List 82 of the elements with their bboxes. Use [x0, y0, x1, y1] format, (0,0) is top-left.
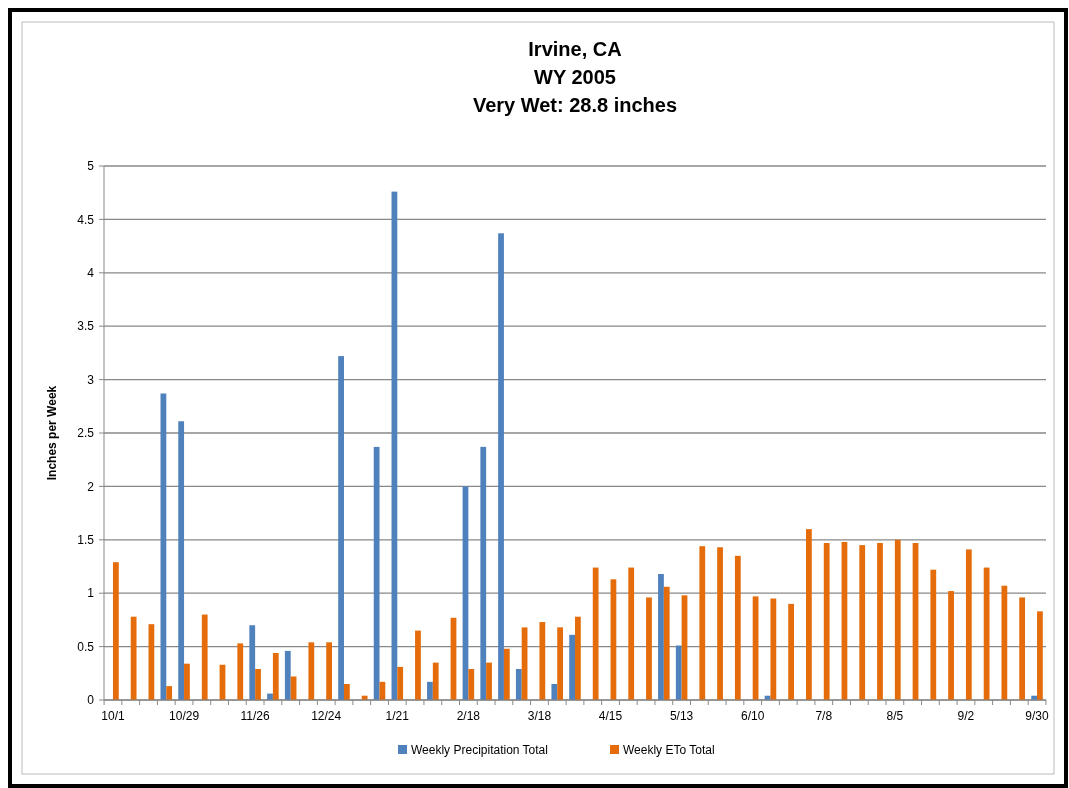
bar [569, 634, 575, 700]
x-tick-label: 5/13 [669, 709, 694, 723]
bar [770, 598, 777, 700]
bar [930, 569, 937, 700]
bar [717, 547, 723, 700]
bar [432, 662, 439, 700]
bar [284, 650, 291, 700]
bar [486, 662, 492, 700]
y-tick-label: 2.5 [77, 426, 95, 441]
x-tick-label: 9/2 [957, 709, 975, 723]
bar [823, 543, 830, 700]
bar [557, 627, 564, 700]
x-tick-label: 3/18 [527, 709, 552, 723]
bar [184, 663, 190, 700]
bar [592, 567, 599, 700]
bar [734, 555, 741, 700]
bar [859, 545, 866, 700]
y-tick-label: 1.5 [77, 533, 95, 547]
bar [788, 603, 795, 700]
y-tick-label: 0.5 [77, 639, 95, 654]
bar [1019, 597, 1026, 700]
bar [699, 546, 706, 700]
x-tick-label: 7/8 [815, 709, 833, 723]
bar [166, 686, 173, 700]
bar [498, 233, 504, 700]
x-tick-label: 10/29 [169, 709, 200, 723]
bar [201, 614, 208, 700]
y-tick-label: 4 [87, 266, 95, 280]
bar [806, 529, 812, 700]
bar [628, 567, 635, 700]
bar [646, 597, 652, 700]
bar [877, 543, 883, 700]
legend-label: Weekly ETo Total [623, 743, 715, 758]
y-tick-label: 3 [87, 372, 95, 387]
bar [237, 643, 244, 700]
y-tick-label: 4.5 [77, 212, 95, 227]
x-tick-label: 10/1 [101, 709, 125, 723]
bar [503, 648, 510, 700]
x-tick-label: 1/21 [385, 709, 410, 723]
x-tick-label: 11/26 [240, 709, 271, 723]
bar [551, 683, 558, 700]
y-tick-label: 1 [87, 586, 95, 601]
bar [373, 446, 380, 700]
y-axis-title: Inches per Week [45, 385, 59, 481]
bar [427, 681, 433, 700]
bar [675, 645, 682, 700]
chart-title: Irvine, CA WY 2005 Very Wet: 28.8 inches [472, 38, 678, 116]
bar [415, 630, 421, 700]
legend-label: Weekly Precipitation Total [411, 743, 548, 758]
x-tick-label: 6/10 [741, 709, 765, 723]
bar [894, 539, 901, 700]
bar [480, 446, 487, 700]
bar [255, 669, 261, 700]
bar [965, 549, 972, 700]
bar [515, 669, 522, 700]
bar [1001, 585, 1008, 700]
bar [343, 683, 350, 700]
y-tick-label: 0 [87, 693, 95, 708]
bar [397, 666, 404, 700]
y-tick-label: 5 [87, 159, 95, 174]
bar [338, 356, 344, 700]
bar [658, 573, 664, 700]
bar [948, 591, 954, 700]
x-tick-label: 12/24 [311, 709, 342, 723]
bar [575, 616, 581, 700]
y-tick-label: 2 [87, 479, 95, 494]
x-tick-label: 9/30 [1025, 709, 1050, 723]
bar [468, 669, 475, 700]
y-tick-label: 3.5 [77, 319, 95, 334]
bar [130, 616, 137, 700]
x-tick-label: 4/15 [598, 709, 623, 723]
bar [272, 653, 279, 700]
bar [1037, 611, 1043, 700]
bar [112, 562, 119, 700]
bar [178, 421, 185, 700]
bar [539, 622, 546, 700]
bar [308, 642, 315, 700]
x-tick-label: 8/5 [886, 709, 904, 723]
bar [249, 625, 256, 700]
bar [326, 642, 332, 700]
x-tick-label: 2/18 [456, 709, 481, 723]
bar [663, 586, 670, 700]
